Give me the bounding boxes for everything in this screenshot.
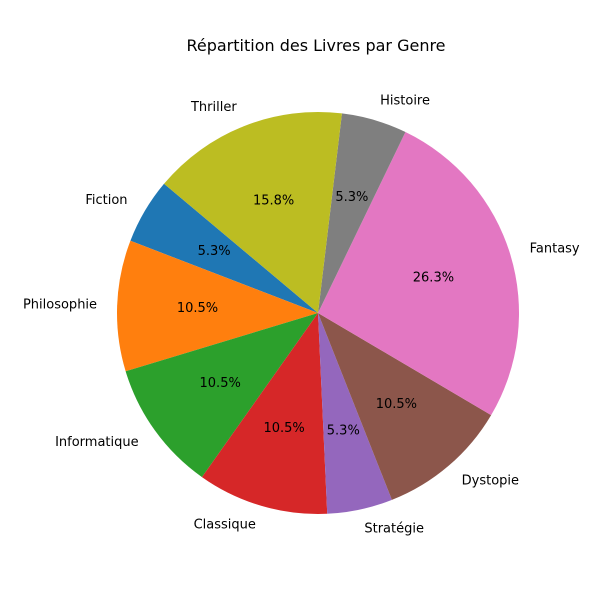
category-label-thriller: Thriller [190, 100, 237, 115]
percent-label-histoire: 5.3% [335, 190, 368, 205]
category-label-classique: Classique [194, 518, 256, 533]
category-label-histoire: Histoire [380, 93, 430, 108]
percent-label-classique: 10.5% [263, 421, 304, 436]
chart-title: Répartition des Livres par Genre [186, 36, 445, 55]
category-label-fiction: Fiction [85, 193, 127, 208]
pie-slice-fiction [130, 183, 318, 313]
pie-slice-histoire [318, 113, 406, 313]
pie-slice-strategie [318, 313, 392, 514]
percent-label-fiction: 5.3% [198, 244, 231, 259]
percent-label-dystopie: 10.5% [376, 397, 417, 412]
category-label-philosophie: Philosophie [23, 297, 97, 312]
percent-label-fantasy: 26.3% [413, 271, 454, 286]
category-label-dystopie: Dystopie [462, 474, 519, 489]
pie-slice-dystopie [318, 313, 492, 500]
category-label-informatique: Informatique [55, 435, 139, 450]
pie-slice-philosophie [117, 240, 318, 372]
category-label-strategie: Stratégie [364, 522, 424, 537]
category-label-fantasy: Fantasy [530, 241, 580, 256]
percent-label-thriller: 15.8% [253, 193, 294, 208]
pie-slice-classique [201, 313, 328, 514]
pie-slices [117, 111, 520, 514]
percent-label-informatique: 10.5% [200, 376, 241, 391]
pie-slice-fantasy [318, 132, 520, 416]
percent-label-strategie: 5.3% [327, 423, 360, 438]
percent-labels: 5.3% 10.5% 10.5% 10.5% 5.3% 10.5% 26.3% 5.3% 15.… [177, 190, 454, 439]
pie-slice-informatique [125, 313, 319, 478]
category-labels: Fiction Philosophie Informatique Classique S… [23, 93, 580, 536]
pie-slice-thriller [164, 111, 342, 313]
percent-label-philosophie: 10.5% [177, 301, 218, 316]
